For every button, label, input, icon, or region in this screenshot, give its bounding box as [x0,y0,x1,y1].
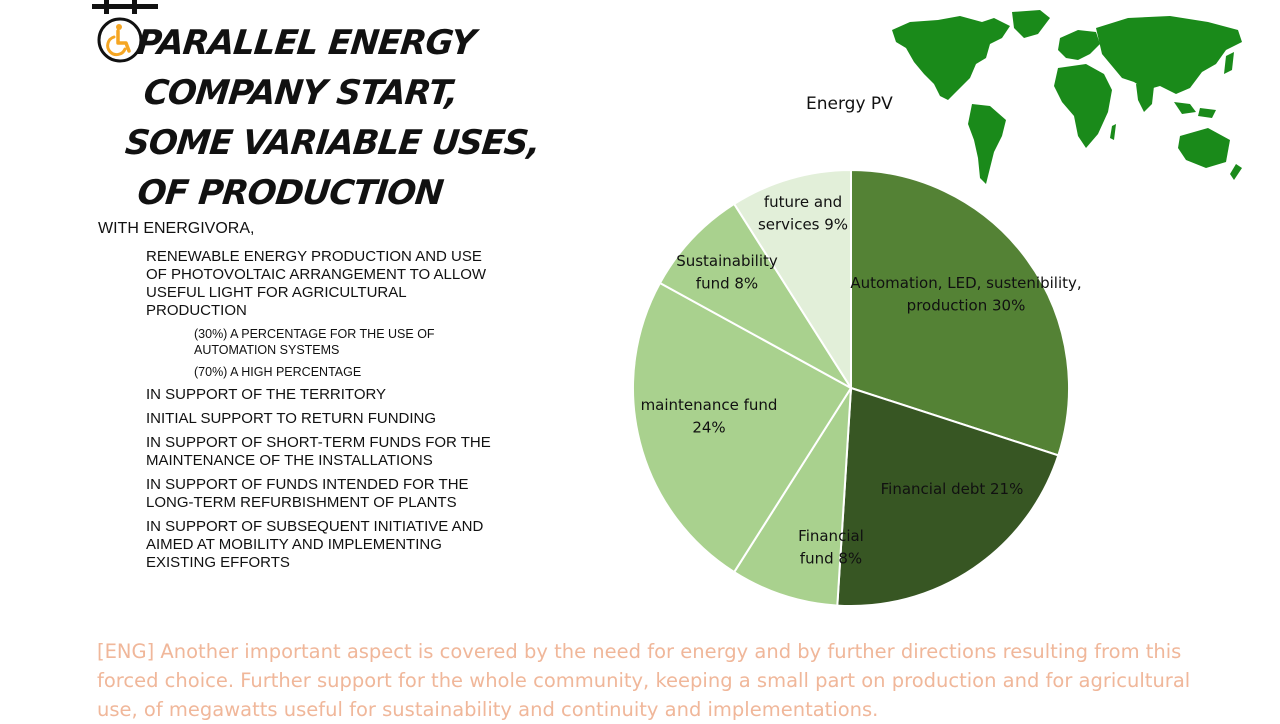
chart-title: Energy PV [806,94,893,114]
slice-label: Financial fund 8% [798,527,864,568]
list-item: RENEWABLE ENERGY PRODUCTION AND USE OF P… [146,248,487,319]
slide-title: PARALLEL ENERGY COMPANY START, SOME VARI… [117,18,542,218]
pie-slice [658,202,852,389]
slice-label: future and services 9% [758,193,848,234]
list-item: INITIAL SUPPORT TO RETURN FUNDING [146,410,437,427]
list-item: IN SUPPORT OF SHORT-TERM FUNDS FOR THE M… [146,434,491,469]
list-item: IN SUPPORT OF SUBSEQUENT INITIATIVE AND … [146,518,484,571]
slice-label: Financial debt 21% [881,480,1024,498]
list-item: IN SUPPORT OF THE TERRITORY [146,386,387,403]
wheelchair-logo-icon [92,0,158,63]
sub-list-item: (70%) A HIGH PERCENTAGE [194,365,362,379]
list-item: IN SUPPORT OF FUNDS INTENDED FOR THE LON… [146,476,469,511]
pie-slice [836,386,1060,607]
title-line: OF PRODUCTION [135,173,445,213]
pie-slice [732,387,852,607]
sub-list-item: (30%) A PERCENTAGE FOR THE USE OF AUTOMA… [194,327,435,357]
footer-note: [ENG] Another important aspect is covere… [97,640,1191,721]
title-line: COMPANY START, [141,73,460,113]
world-map-icon [892,10,1242,184]
title-line: SOME VARIABLE USES, [123,123,542,163]
pie-slice [632,281,853,574]
intro-text: WITH ENERGIVORA, [98,220,255,237]
slice-label: maintenance fund 24% [641,396,778,437]
slice-label: Automation, LED, sustenibility, productio… [850,274,1081,315]
pie-slice [850,168,1070,457]
bullet-list: RENEWABLE ENERGY PRODUCTION AND USE OF P… [146,248,506,578]
pie-slice [732,168,852,392]
slice-label: Sustainability fund 8% [676,252,778,293]
title-line: PARALLEL ENERGY [134,23,477,63]
